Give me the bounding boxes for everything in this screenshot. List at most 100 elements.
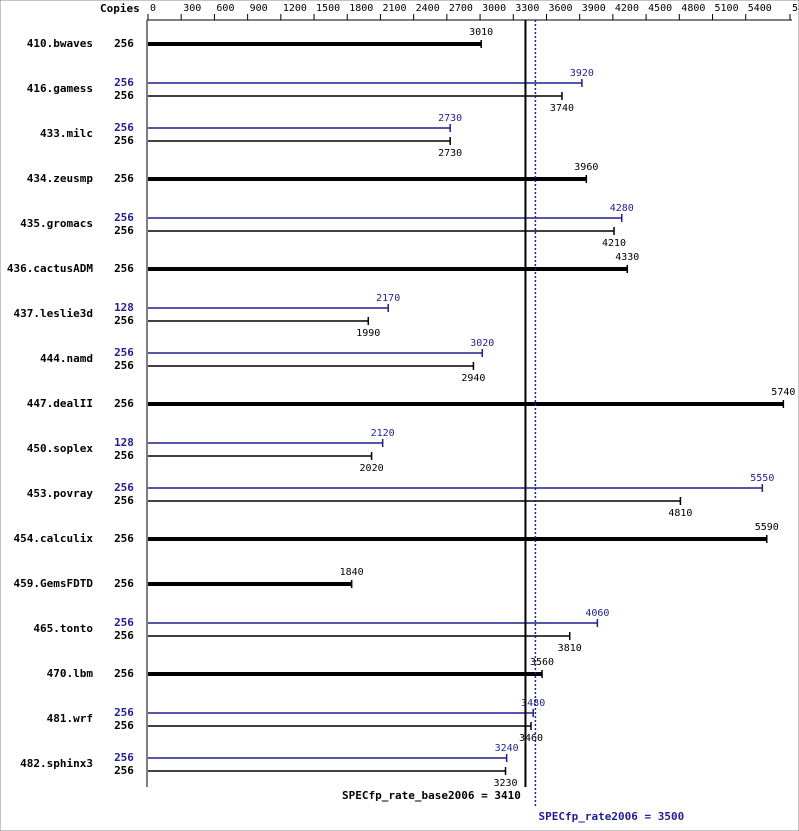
- value-label: 5740: [771, 387, 795, 398]
- benchmark-label: 433.milc: [40, 127, 93, 140]
- copies-label: 256: [114, 764, 134, 777]
- bar: [148, 725, 531, 727]
- reference-label: SPECfp_rate2006 = 3500: [539, 810, 685, 823]
- bar: [148, 267, 628, 271]
- x-tick-label: 600: [216, 3, 234, 14]
- x-tick-label: 3600: [548, 3, 572, 14]
- copies-label: 256: [114, 494, 134, 507]
- bar: [148, 140, 451, 142]
- value-label: 3010: [469, 27, 493, 38]
- bar: [148, 82, 582, 84]
- value-label: 4330: [615, 252, 639, 263]
- copies-label: 256: [114, 751, 134, 764]
- x-tick-label: 3300: [515, 3, 539, 14]
- value-label: 3920: [570, 68, 594, 79]
- bar: [148, 487, 763, 489]
- bar: [148, 712, 534, 714]
- bar: [148, 537, 767, 541]
- bar: [148, 635, 570, 637]
- copies-label: 256: [114, 629, 134, 642]
- value-label: 2730: [438, 148, 462, 159]
- value-label: 3560: [530, 657, 554, 668]
- benchmark-label: 481.wrf: [47, 712, 93, 725]
- bar: [148, 770, 506, 772]
- copies-label: 256: [114, 314, 134, 327]
- x-tick-label: 3000: [482, 3, 506, 14]
- copies-label: 256: [114, 397, 134, 410]
- value-label: 4060: [585, 608, 609, 619]
- value-label: 5590: [755, 522, 779, 533]
- bar: [148, 127, 451, 129]
- copies-label: 256: [114, 719, 134, 732]
- x-tick-label: 2700: [449, 3, 473, 14]
- copies-label: 256: [114, 134, 134, 147]
- copies-label: 256: [114, 481, 134, 494]
- value-label: 1990: [356, 328, 380, 339]
- copies-label: 256: [114, 224, 134, 237]
- x-tick-label: 900: [250, 3, 268, 14]
- copies-label: 256: [114, 172, 134, 185]
- x-tick-label: 300: [183, 3, 201, 14]
- benchmark-label: 447.dealII: [27, 397, 93, 410]
- bar: [148, 320, 369, 322]
- copies-label: 256: [114, 211, 134, 224]
- value-label: 3480: [521, 698, 545, 709]
- bar: [148, 757, 507, 759]
- copies-header: Copies: [100, 2, 140, 15]
- x-tick-label: 2400: [416, 3, 440, 14]
- bar: [148, 402, 784, 406]
- benchmark-label: 444.namd: [40, 352, 93, 365]
- x-tick-label: 4500: [648, 3, 672, 14]
- copies-label: 256: [114, 616, 134, 629]
- bar: [148, 500, 681, 502]
- bar: [148, 177, 587, 181]
- bar: [148, 582, 352, 586]
- bar: [148, 622, 598, 624]
- bar: [148, 307, 389, 309]
- value-label: 3810: [558, 643, 582, 654]
- bar: [148, 352, 483, 354]
- copies-label: 256: [114, 706, 134, 719]
- copies-label: 256: [114, 359, 134, 372]
- bar: [148, 217, 622, 219]
- x-tick-label: 1500: [316, 3, 340, 14]
- copies-label: 128: [114, 436, 134, 449]
- bar: [148, 365, 474, 367]
- benchmark-label: 436.cactusADM: [7, 262, 93, 275]
- value-label: 4810: [668, 508, 692, 519]
- copies-label: 256: [114, 667, 134, 680]
- benchmark-label: 465.tonto: [33, 622, 93, 635]
- value-label: 2730: [438, 113, 462, 124]
- x-tick-label: 4800: [681, 3, 705, 14]
- copies-label: 256: [114, 89, 134, 102]
- value-label: 2940: [461, 373, 485, 384]
- benchmark-label: 459.GemsFDTD: [14, 577, 94, 590]
- benchmark-label: 470.lbm: [47, 667, 94, 680]
- value-label: 3240: [495, 743, 519, 754]
- bar: [148, 455, 372, 457]
- value-label: 3020: [470, 338, 494, 349]
- bar: [148, 42, 482, 46]
- x-tick-label: 5800: [792, 3, 799, 14]
- value-label: 2020: [360, 463, 384, 474]
- bar: [148, 230, 615, 232]
- benchmark-label: 437.leslie3d: [14, 307, 93, 320]
- value-label: 3740: [550, 103, 574, 114]
- value-label: 5550: [750, 473, 774, 484]
- copies-label: 256: [114, 532, 134, 545]
- bar: [148, 95, 562, 97]
- value-label: 2120: [371, 428, 395, 439]
- copies-label: 256: [114, 262, 134, 275]
- value-label: 3230: [493, 778, 517, 789]
- x-tick-label: 1800: [349, 3, 373, 14]
- copies-label: 256: [114, 37, 134, 50]
- x-tick-label: 4200: [615, 3, 639, 14]
- value-label: 1840: [340, 567, 364, 578]
- value-label: 4280: [610, 203, 634, 214]
- x-tick-label: 0: [150, 3, 156, 14]
- benchmark-label: 435.gromacs: [20, 217, 93, 230]
- copies-label: 128: [114, 301, 134, 314]
- x-tick-label: 5400: [748, 3, 772, 14]
